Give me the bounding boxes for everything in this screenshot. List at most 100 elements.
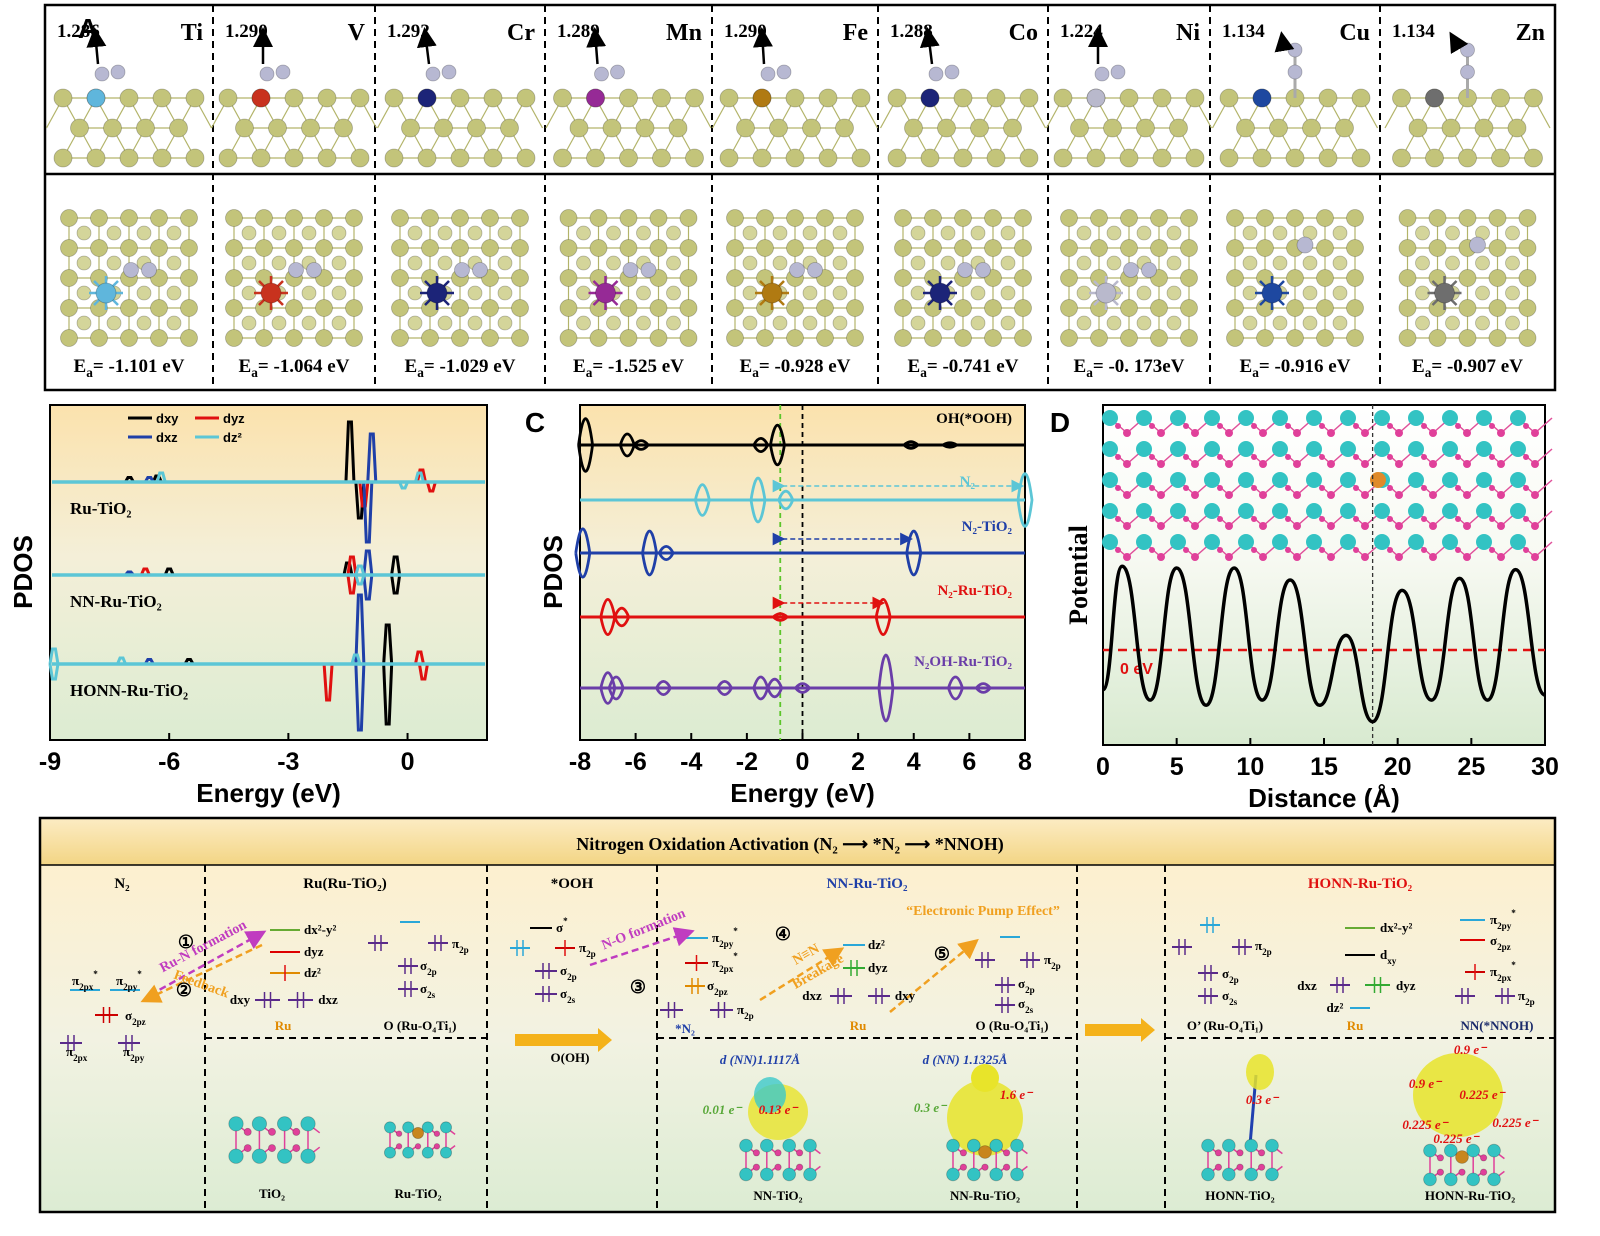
atom (1524, 148, 1543, 168)
n-atom (957, 262, 973, 278)
n-atom (622, 262, 639, 278)
atom (589, 209, 608, 227)
atom (846, 299, 864, 317)
atom (1408, 118, 1428, 138)
atom (816, 239, 834, 257)
atom (1491, 88, 1510, 108)
ti-atom (421, 1146, 434, 1159)
o-atom (1497, 553, 1505, 561)
ti-atom (1102, 410, 1118, 426)
atom (1302, 315, 1318, 331)
x-tick-label: 20 (1384, 753, 1412, 781)
diagram-label: σ2p (1222, 966, 1239, 985)
o-atom (1523, 454, 1529, 460)
x-tick-label: -6 (625, 748, 647, 776)
atom (1332, 225, 1348, 241)
atom (1458, 329, 1477, 347)
atom (1000, 255, 1016, 271)
o-atom (795, 1163, 804, 1171)
atom (136, 118, 155, 138)
atom (1507, 118, 1527, 138)
atom (1505, 255, 1520, 271)
atom (345, 209, 363, 227)
atom (894, 299, 912, 317)
label: Ea= -1.525 eV (573, 356, 684, 380)
atom (1120, 329, 1138, 347)
o-atom (1183, 516, 1189, 522)
ti-atom (1102, 472, 1118, 488)
atom (666, 285, 681, 301)
ru-atom (1370, 472, 1386, 488)
atom (1491, 148, 1510, 168)
o-atom (1225, 522, 1233, 530)
diagram-label: ④ (775, 924, 791, 944)
atom (924, 239, 942, 257)
atom (106, 225, 122, 241)
atom (401, 118, 420, 138)
o-atom (1455, 516, 1461, 522)
atom (497, 225, 513, 241)
atom (103, 118, 122, 138)
atom (225, 239, 243, 257)
trace-label: N₂ (960, 474, 976, 490)
diagram-label: dx²-y² (304, 922, 336, 937)
atom (1316, 209, 1334, 227)
text-part: σ (560, 986, 567, 1001)
n-atom (1094, 66, 1110, 82)
atom (685, 88, 704, 108)
ti-atom (1204, 410, 1220, 426)
label: Co (1009, 20, 1038, 46)
text-part: E (405, 356, 418, 377)
pdos-peak (794, 682, 812, 694)
o-atom (1251, 547, 1257, 553)
text-part: a (586, 365, 593, 380)
x-axis-label: Energy (eV) (196, 778, 341, 808)
atom (726, 299, 744, 317)
text-part: * (563, 916, 568, 926)
o-atom (1421, 454, 1427, 460)
atom (576, 225, 591, 241)
ti-atom (1136, 441, 1152, 457)
atom (467, 285, 483, 301)
atom (1392, 148, 1411, 168)
text-part: 2px (79, 982, 94, 992)
atom (904, 118, 923, 138)
n-atom (1141, 262, 1157, 278)
atom (619, 239, 638, 257)
atom (1488, 239, 1507, 257)
atom (816, 209, 834, 227)
atom (70, 118, 89, 138)
atom (1302, 255, 1318, 271)
o-atom (1387, 485, 1393, 491)
pdos-peak (577, 417, 594, 473)
text-part: 2s (567, 995, 576, 1005)
o-atom (1285, 423, 1291, 429)
atom (481, 209, 499, 227)
ru-atom (978, 1145, 992, 1159)
ti-atom (1170, 410, 1186, 426)
ti-atom (782, 1167, 796, 1182)
pdos-peak (366, 432, 378, 483)
o-atom (1183, 423, 1189, 429)
atom (166, 315, 182, 331)
atom (481, 299, 499, 317)
o-atom (1361, 522, 1369, 530)
o-atom (1225, 491, 1233, 499)
pdos-peak (151, 474, 163, 483)
atom (1136, 225, 1152, 241)
atom (802, 315, 818, 331)
atom (1346, 329, 1364, 347)
atom (166, 225, 182, 241)
atom (1150, 209, 1168, 227)
ti-atom (966, 1138, 981, 1153)
atom (742, 285, 758, 301)
atom (666, 225, 681, 241)
o-atom (1285, 547, 1291, 553)
text-part: = -0. 173eV (1093, 356, 1185, 377)
label: 1.289 (557, 21, 600, 42)
text-part: 2pz (714, 987, 728, 997)
atom (451, 299, 469, 317)
text-part: 2pz (132, 1017, 146, 1027)
atom (241, 285, 257, 301)
panel-letter: C (525, 407, 545, 438)
